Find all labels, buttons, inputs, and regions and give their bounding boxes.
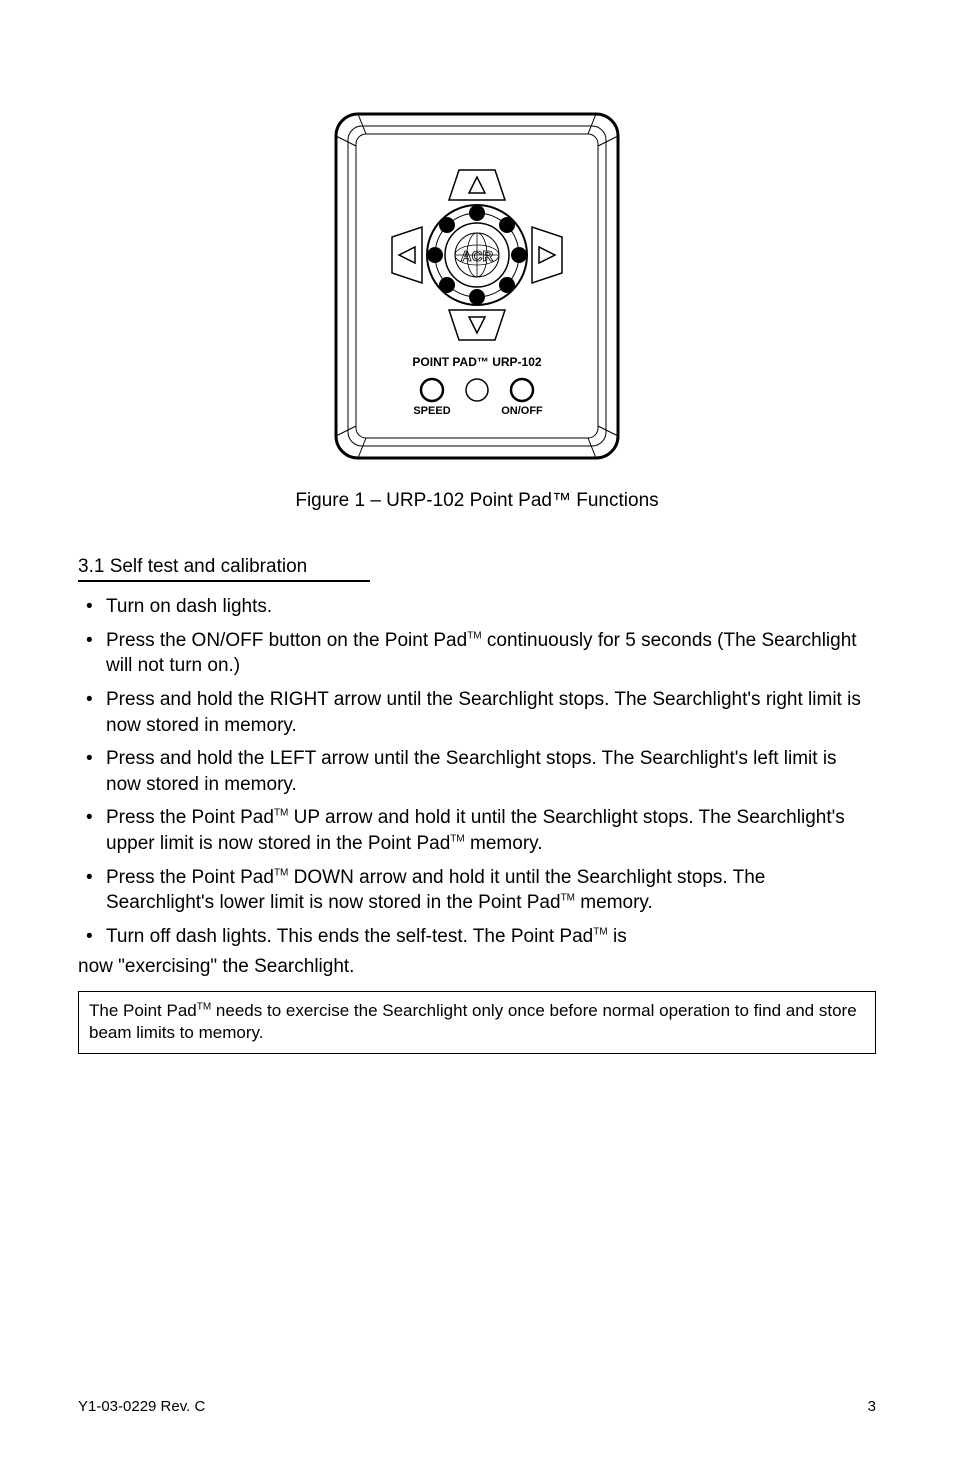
svg-text:SPEED: SPEED [413, 405, 450, 417]
list-item: Turn off dash lights. This ends the self… [78, 924, 876, 950]
middle-button [466, 379, 488, 401]
section-underline [78, 580, 370, 582]
list-item: Press the Point PadTM UP arrow and hold … [78, 805, 876, 856]
model-label: POINT PAD™ URP-102 [412, 355, 541, 369]
bullet-list: Turn on dash lights. Press the ON/OFF bu… [78, 594, 876, 950]
point-pad-diagram: ACR SAFETY AND POINT PAD™ URP-102 SPEED … [332, 110, 622, 462]
extra-line: now "exercising" the Searchlight. [78, 954, 876, 980]
list-item: Turn on dash lights. [78, 594, 876, 620]
svg-text:ON/OFF: ON/OFF [501, 405, 543, 417]
info-box: The Point PadTM needs to exercise the Se… [78, 991, 876, 1053]
list-item: Press and hold the LEFT arrow until the … [78, 746, 876, 797]
page-footer: Y1-03-0229 Rev. C 3 [78, 1398, 876, 1415]
footer-right: 3 [868, 1398, 876, 1415]
logo-center-text: ACR [461, 248, 494, 265]
list-item: Press the Point PadTM DOWN arrow and hol… [78, 865, 876, 916]
list-item: Press the ON/OFF button on the Point Pad… [78, 628, 876, 679]
section-title: 3.1 Self test and calibration [78, 556, 876, 578]
footer-left: Y1-03-0229 Rev. C [78, 1398, 205, 1415]
list-item: Press and hold the RIGHT arrow until the… [78, 687, 876, 738]
figure-caption: Figure 1 – URP-102 Point Pad™ Functions [78, 490, 876, 512]
